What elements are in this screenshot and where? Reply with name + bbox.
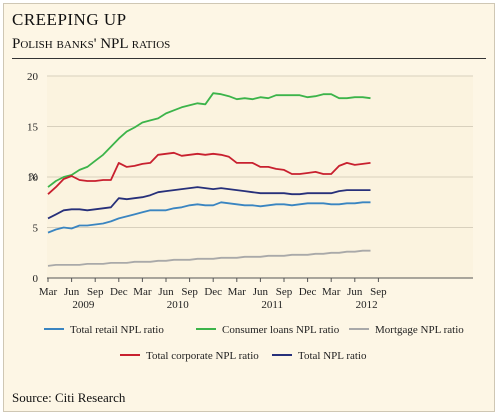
x-tick-label: Mar (39, 286, 58, 298)
y-tick-label: 20 (27, 71, 39, 83)
series-line (47, 186, 371, 220)
x-tick-label: Sep (370, 286, 387, 298)
x-tick-label: Sep (276, 286, 293, 298)
y-axis-label: % (29, 171, 38, 183)
source-note: Source: Citi Research (12, 390, 126, 405)
x-tick-label: Jun (347, 286, 363, 298)
chart-subtitle: Polish banks' NPL ratios (12, 36, 171, 52)
series-line (47, 151, 371, 195)
legend-label: Total NPL ratio (298, 350, 367, 362)
x-year-label: 2010 (167, 299, 190, 311)
x-tick-label: Mar (133, 286, 152, 298)
x-tick-label: Dec (299, 286, 317, 298)
x-tick-label: Dec (110, 286, 128, 298)
y-tick-label: 0 (33, 273, 39, 285)
series-line (47, 201, 371, 234)
x-tick-label: Jun (64, 286, 80, 298)
x-year-label: 2009 (72, 299, 95, 311)
legend-label: Total corporate NPL ratio (146, 350, 259, 362)
chart-title: CREEPING UP (12, 10, 127, 29)
x-year-label: 2012 (356, 299, 378, 311)
legend-label: Total retail NPL ratio (70, 324, 164, 336)
x-tick-label: Jun (253, 286, 269, 298)
legend-label: Consumer loans NPL ratio (222, 324, 340, 336)
y-tick-label: 10 (27, 172, 39, 184)
x-tick-label: Mar (322, 286, 341, 298)
series-line (47, 249, 371, 267)
x-tick-label: Dec (204, 286, 222, 298)
y-tick-label: 15 (27, 122, 39, 134)
x-tick-label: Mar (228, 286, 247, 298)
legend-label: Mortgage NPL ratio (375, 324, 464, 336)
x-tick-label: Sep (87, 286, 104, 298)
title-divider (12, 58, 486, 59)
x-tick-label: Jun (158, 286, 174, 298)
x-year-label: 2011 (261, 299, 283, 311)
x-tick-label: Sep (181, 286, 198, 298)
series-line (47, 92, 371, 188)
y-tick-label: 5 (33, 223, 39, 235)
